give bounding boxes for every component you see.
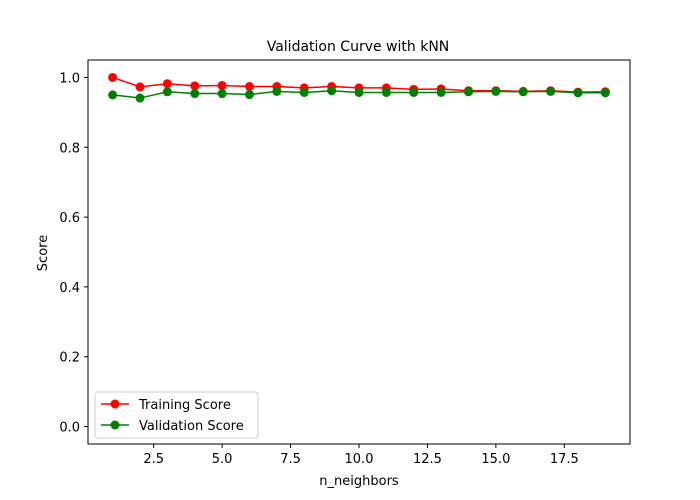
legend: Training Score Validation Score: [94, 391, 259, 439]
legend-label-validation: Validation Score: [139, 419, 244, 434]
series-layer: [108, 72, 610, 103]
x-tick-label: 17.5: [550, 452, 579, 467]
y-axis-label: Score: [36, 235, 51, 271]
validation-score-point: [217, 89, 227, 99]
y-tick-label: 0.2: [59, 351, 80, 366]
x-axis-label: n_neighbors: [319, 474, 399, 489]
validation-score-point: [299, 87, 309, 97]
validation-score-point: [546, 86, 556, 96]
validation-score-point: [327, 86, 337, 96]
validation-score-point: [381, 87, 391, 97]
training-score-point: [108, 72, 118, 82]
legend-marker-training: [110, 399, 120, 409]
legend-box: [94, 391, 259, 439]
y-axis-ticks: 0.0 0.2 0.4 0.6 0.8 1.0: [59, 71, 88, 436]
y-tick-label: 0.6: [59, 211, 80, 226]
validation-score-point: [354, 87, 364, 97]
x-tick-label: 7.5: [280, 452, 301, 467]
x-tick-label: 10.0: [345, 452, 374, 467]
plot-area-frame: [87, 59, 631, 445]
training-score-point: [162, 79, 172, 89]
validation-score-point: [162, 87, 172, 97]
legend-label-training: Training Score: [138, 398, 231, 413]
validation-score-point: [491, 86, 501, 96]
validation-score-point: [518, 87, 528, 97]
x-tick-label: 5.0: [212, 452, 233, 467]
training-score-point: [135, 82, 145, 92]
y-tick-label: 0.0: [59, 421, 80, 436]
validation-score-point: [436, 87, 446, 97]
validation-score-point: [135, 93, 145, 103]
validation-score-point: [190, 89, 200, 99]
validation-score-point: [463, 87, 473, 97]
x-tick-label: 15.0: [481, 452, 510, 467]
y-tick-label: 1.0: [59, 71, 80, 86]
validation-score-point: [272, 86, 282, 96]
validation-score-point: [245, 90, 255, 100]
legend-marker-validation: [110, 420, 120, 430]
y-tick-label: 0.4: [59, 281, 80, 296]
x-axis-ticks: 2.5 5.0 7.5 10.0 12.5 15.0 17.5: [143, 444, 579, 467]
y-tick-label: 0.8: [59, 141, 80, 156]
chart-title: Validation Curve with kNN: [267, 39, 450, 55]
x-tick-label: 12.5: [413, 452, 442, 467]
validation-score-point: [600, 88, 610, 98]
x-tick-label: 2.5: [143, 452, 164, 467]
training-score-point: [217, 80, 227, 90]
validation-score-point: [409, 87, 419, 97]
training-score-point: [190, 81, 200, 91]
validation-score-point: [573, 88, 583, 98]
validation-score-point: [108, 90, 118, 100]
training-score-point: [245, 82, 255, 92]
